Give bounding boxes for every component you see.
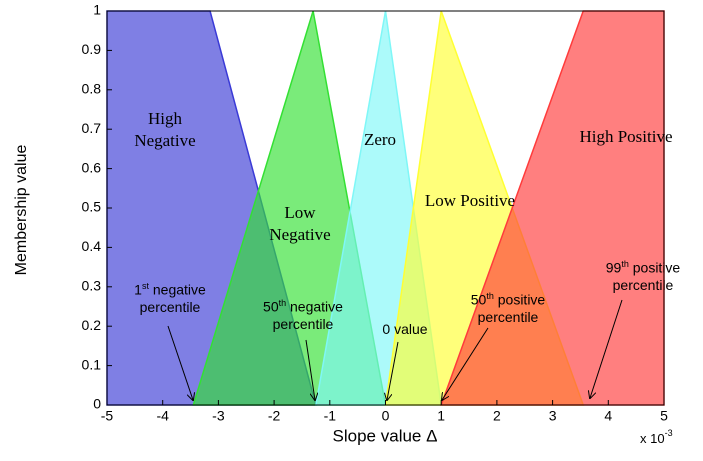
series-label: Zero	[363, 130, 397, 149]
series-label: Low Positive	[424, 191, 516, 210]
x-tick-label: -3	[212, 408, 225, 424]
x-tick-label: -1	[324, 408, 337, 424]
annotation-number: 50	[263, 298, 279, 315]
annotation: 50th positive percentile	[452, 288, 564, 326]
arrow	[442, 327, 489, 400]
x-tick-label: 1	[437, 408, 445, 424]
y-tick-label: 0	[93, 396, 101, 412]
x-axis-label: Slope value Δ	[333, 426, 438, 445]
arrow	[167, 325, 193, 400]
annotation: 1st negative percentile	[118, 278, 222, 316]
annotation-suffix: th	[621, 259, 629, 269]
annotation-text: positive percentile	[612, 259, 681, 293]
annotation: 99th positive percentile	[590, 256, 696, 294]
series-label: Low Negative	[269, 203, 331, 244]
x-tick-label: 4	[604, 408, 612, 424]
arrow	[590, 299, 623, 398]
x-tick-label: 2	[493, 408, 501, 424]
annotation: 50th negative percentile	[250, 295, 356, 333]
y-tick-label: 0.8	[82, 81, 102, 97]
annotation-number: 50	[470, 291, 487, 308]
y-tick-label: 0.6	[82, 159, 102, 175]
x-tick-label: -5	[101, 408, 114, 424]
annotation-number: 99	[605, 259, 622, 276]
x-multiplier-exponent: -3	[665, 428, 673, 438]
annotation-text: positive percentile	[477, 291, 546, 325]
annotation-text: value	[394, 321, 428, 337]
annotation-suffix: st	[141, 281, 149, 291]
x-tick-label: -4	[156, 408, 169, 424]
annotation-text: negative percentile	[272, 298, 343, 332]
x-multiplier-base: x 10	[640, 431, 665, 446]
y-tick-label: 0.1	[82, 356, 102, 372]
y-tick-label: 0.7	[82, 120, 102, 136]
y-axis-label: Membership value	[13, 145, 30, 276]
annotation-number: 1	[134, 281, 142, 298]
series-label: High Negative	[134, 109, 196, 150]
y-tick-label: 0.9	[82, 41, 102, 57]
annotation-suffix: th	[486, 291, 494, 301]
x-tick-label: 5	[660, 408, 668, 424]
annotation-text: negative percentile	[139, 281, 206, 315]
y-tick-label: 0.2	[82, 317, 102, 333]
annotation-number: 0	[382, 321, 391, 337]
y-tick-label: 0.5	[82, 199, 102, 215]
x-tick-label: 0	[382, 408, 390, 424]
annotation: 0 value	[370, 321, 440, 338]
arrow	[387, 341, 399, 400]
series-label: High Positive	[579, 127, 673, 146]
y-tick-label: 0.4	[82, 238, 102, 254]
x-multiplier: x 10-3	[640, 428, 673, 446]
arrows	[167, 299, 623, 400]
y-tick-label: 0.3	[82, 278, 102, 294]
y-tick-label: 1	[93, 2, 101, 18]
annotation-suffix: th	[278, 298, 287, 308]
x-tick-label: -2	[268, 408, 281, 424]
x-tick-label: 3	[549, 408, 557, 424]
arrow	[305, 339, 315, 400]
